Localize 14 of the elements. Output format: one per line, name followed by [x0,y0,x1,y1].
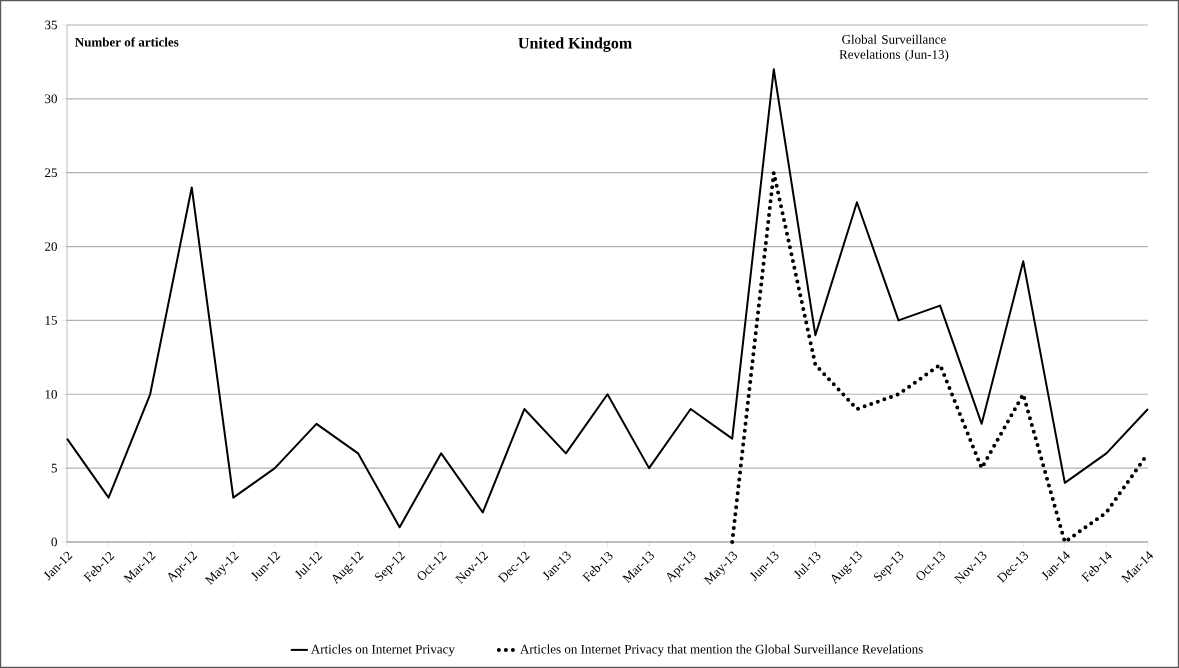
y-tick-label: 10 [45,389,57,399]
y-tick-label: 0 [51,537,57,547]
y-tick-label: 15 [45,316,57,325]
y-tick-label: 25 [45,168,57,178]
y-axis-title: Number of articles [75,37,179,47]
y-tick-label: 35 [45,20,57,30]
text: United Kindgom [518,37,632,52]
y-tick-label: 30 [45,94,57,104]
annotation: Global Surveillance Revelations (Jun-13) [839,34,949,62]
legend-label: Articles on Internet Privacy that mention the Global Surveillance Revelations [520,644,923,657]
legend-label: Articles on Internet Privacy [310,644,455,657]
y-tick-label: 20 [45,242,57,251]
line-series [66,68,1149,529]
y-tick-label: 5 [51,463,57,473]
